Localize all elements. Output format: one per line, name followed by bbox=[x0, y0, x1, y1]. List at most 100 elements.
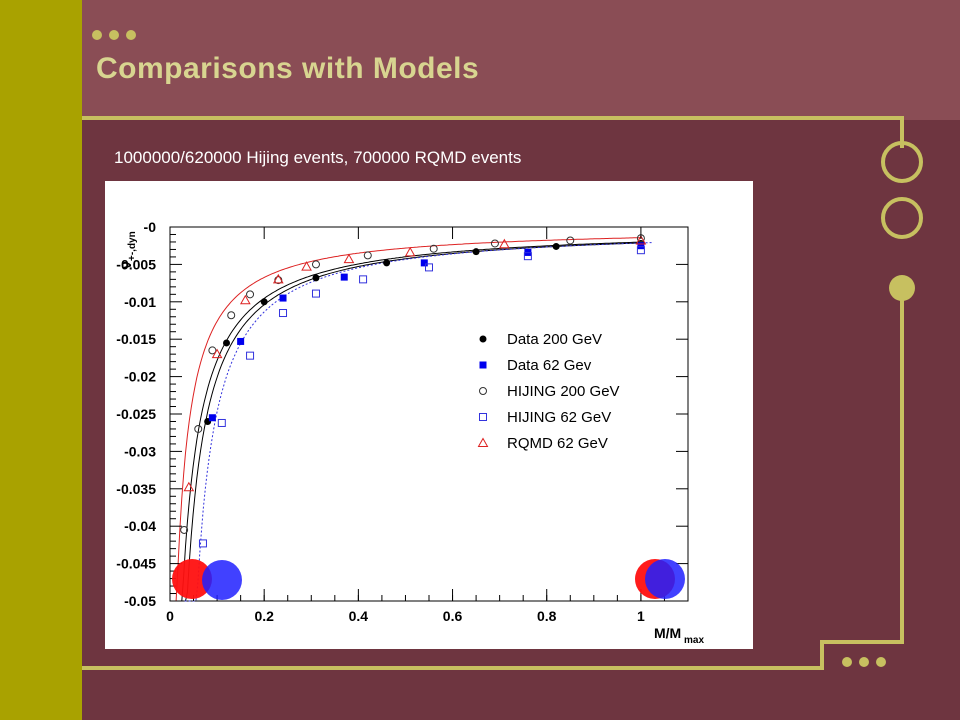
x-tick-label: 0 bbox=[166, 608, 174, 624]
blue-circle-icon bbox=[202, 560, 242, 600]
data-point bbox=[637, 242, 645, 250]
data-point bbox=[363, 251, 372, 260]
fit-curve-data-62-gev bbox=[174, 242, 644, 602]
dot-icon bbox=[876, 657, 886, 667]
legend-marker bbox=[479, 335, 487, 343]
data-point bbox=[636, 246, 645, 255]
y-tick-label: -0.01 bbox=[124, 294, 156, 310]
dot-icon bbox=[842, 657, 852, 667]
ring-icon bbox=[881, 197, 923, 239]
data-point bbox=[404, 246, 416, 257]
x-tick-label: 0.8 bbox=[537, 608, 557, 624]
header-band bbox=[82, 0, 960, 120]
frame-line-bottom bbox=[82, 666, 824, 670]
dot-icon bbox=[109, 30, 119, 40]
data-point bbox=[343, 253, 355, 264]
fit-curve-hijing-62-gev bbox=[184, 242, 654, 602]
slide-title: Comparisons with Models bbox=[96, 52, 480, 85]
legend-label: HIJING 200 GeV bbox=[507, 383, 620, 400]
data-point bbox=[183, 481, 195, 492]
data-point bbox=[566, 236, 575, 245]
data-point bbox=[523, 252, 532, 261]
x-tick-label: 0.4 bbox=[349, 608, 369, 624]
data-point bbox=[272, 273, 284, 284]
fit-curve-data-200-gev bbox=[170, 241, 640, 602]
legend-label: HIJING 62 GeV bbox=[507, 409, 611, 426]
x-axis-label-sub: max bbox=[684, 635, 704, 646]
data-point bbox=[498, 238, 510, 249]
legend-label: RQMD 62 GeV bbox=[507, 435, 608, 452]
dot-icon bbox=[859, 657, 869, 667]
data-point bbox=[425, 263, 433, 272]
chart-panel: -0 -0.005 -0.01 -0.015 -0.02 -0.025 -0.03 -0.03… bbox=[105, 181, 753, 649]
legend-marker bbox=[477, 437, 489, 447]
data-point bbox=[198, 539, 207, 548]
data-point bbox=[359, 275, 368, 284]
data-point bbox=[260, 298, 268, 306]
ring-icon bbox=[881, 141, 923, 183]
legend-label: Data 62 Gev bbox=[507, 357, 592, 374]
subtitle: 1000000/620000 Hijing events, 700000 RQM… bbox=[114, 148, 522, 167]
data-point bbox=[246, 351, 255, 360]
data-point bbox=[208, 414, 216, 422]
data-point bbox=[420, 259, 428, 267]
y-axis-label: ν bbox=[118, 261, 134, 269]
legend-marker bbox=[479, 361, 487, 369]
data-point bbox=[312, 274, 320, 282]
data-point bbox=[490, 239, 499, 248]
data-point bbox=[217, 418, 226, 427]
filled-circle-icon bbox=[889, 275, 915, 301]
data-point bbox=[223, 339, 231, 347]
x-tick-label: 0.6 bbox=[443, 608, 463, 624]
data-point bbox=[237, 337, 245, 345]
legend-marker bbox=[479, 387, 487, 395]
frame-line-right-lower bbox=[900, 300, 904, 640]
x-axis-label: M/M bbox=[654, 625, 681, 641]
chart-svg: -0 -0.005 -0.01 -0.015 -0.02 -0.025 -0.03 -0.03… bbox=[116, 219, 704, 646]
frame-line-bottom-vertical bbox=[820, 640, 824, 670]
legend-marker bbox=[479, 413, 487, 421]
y-tick-label: -0.02 bbox=[124, 369, 156, 385]
x-tick-label: 0.2 bbox=[254, 608, 274, 624]
y-tick-label: -0.05 bbox=[124, 593, 156, 609]
y-tick-label: -0.03 bbox=[124, 443, 156, 459]
plot-frame bbox=[169, 226, 689, 602]
decorative-dots-bottom bbox=[842, 657, 886, 667]
dot-icon bbox=[126, 30, 136, 40]
data-point bbox=[227, 311, 236, 320]
data-point bbox=[208, 346, 217, 355]
data-point bbox=[340, 273, 348, 281]
dot-icon bbox=[92, 30, 102, 40]
data-point bbox=[552, 242, 560, 250]
y-tick-label: -0 bbox=[144, 219, 157, 235]
frame-line-top bbox=[82, 116, 904, 120]
legend-label: Data 200 GeV bbox=[507, 331, 602, 348]
data-point bbox=[383, 259, 391, 267]
blue-circle-icon bbox=[645, 559, 685, 599]
frame-line-bottom-right bbox=[820, 640, 904, 644]
x-tick-label: 1 bbox=[637, 608, 645, 624]
data-point bbox=[429, 244, 438, 253]
data-point bbox=[635, 234, 647, 245]
y-tick-label: -0.035 bbox=[116, 481, 156, 497]
decorative-dots-top bbox=[92, 30, 136, 40]
y-tick-label: -0.005 bbox=[116, 256, 156, 272]
data-point bbox=[301, 261, 312, 271]
data-point bbox=[246, 290, 255, 299]
y-tick-label: -0.04 bbox=[124, 518, 156, 534]
left-accent-bar bbox=[0, 0, 82, 720]
data-point bbox=[211, 348, 223, 359]
data-point bbox=[472, 248, 480, 256]
data-point bbox=[311, 289, 320, 298]
y-tick-label: -0.045 bbox=[116, 556, 156, 572]
red-circle-icon bbox=[172, 559, 212, 599]
y-tick-label: -0.025 bbox=[116, 406, 156, 422]
data-point bbox=[311, 260, 320, 269]
data-point bbox=[279, 309, 288, 318]
fit-curve-rqmd-62-gev bbox=[170, 237, 640, 602]
y-tick-label: -0.015 bbox=[116, 331, 156, 347]
y-axis-label-sub: +-,dyn bbox=[127, 231, 138, 261]
frame-line-right-upper bbox=[900, 116, 904, 148]
data-point bbox=[194, 424, 203, 433]
data-point bbox=[180, 525, 189, 534]
